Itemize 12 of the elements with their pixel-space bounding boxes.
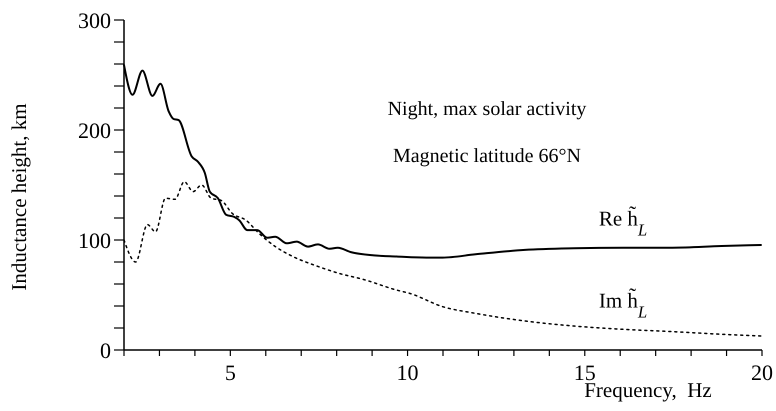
y-tick-label: 200 [78,118,111,143]
y-axis-title: Inductance height, km [7,103,31,291]
series-label: Re h̃$_{L}$ [598,206,648,240]
x-tick-label: 20 [751,360,773,385]
y-tick-label: 100 [78,228,111,253]
annotation: Night, max solar activity [388,98,586,120]
annotation: Magnetic latitude 66°N [393,145,581,167]
series-label: Im h̃$_{L}$ [598,287,648,321]
x-tick-label: 5 [224,360,236,385]
y-tick-label: 300 [78,8,111,33]
y-tick-label: 0 [100,338,111,363]
x-tick-label: 10 [396,360,419,385]
